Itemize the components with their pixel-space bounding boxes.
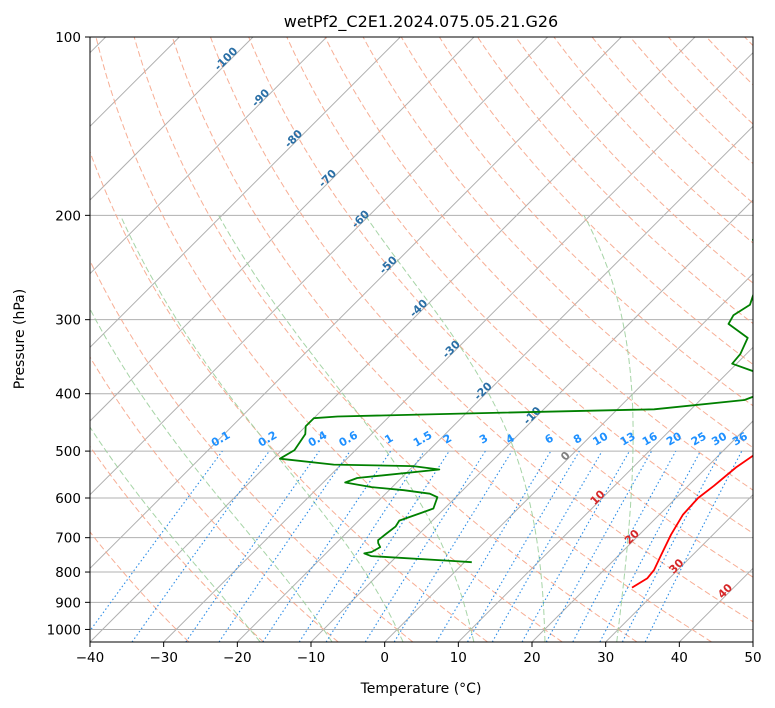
y-tick-label: 1000 [47,622,81,638]
isotherm-line [90,37,254,201]
dry-adiabat [515,37,753,284]
isotherm-lines [90,37,753,642]
y-tick-label: 800 [55,565,81,581]
moist-adiabat [364,215,546,642]
dry-adiabat [591,37,753,204]
y-axis-ticks: 100 200 300 400 500 600 700 800 900 1000 [47,30,90,638]
isotherm-line [90,37,622,570]
y-tick-label: 300 [55,313,81,329]
x-tick-label: 30 [597,650,614,666]
isotherm-line [90,37,401,349]
dry-adiabat [133,37,638,642]
moist-adiabat [119,215,404,642]
isotherm-line [531,420,753,642]
x-tick-label: −30 [149,650,178,666]
dry-adiabat [210,37,753,623]
dry-adiabat [286,37,753,534]
x-axis-label: Temperature (°C) [360,681,482,697]
dry-adiabat [553,37,753,244]
isotherm-line [90,37,328,275]
moist-adiabat [218,215,475,642]
mixing-ratio-line [572,450,677,642]
mixing-ratio-line [521,450,630,642]
moist-adiabat [583,215,634,642]
dry-adiabat [95,37,563,642]
x-tick-label: −20 [223,650,252,666]
isotherm-line [163,51,753,642]
isobar-grid [90,37,753,630]
mixing-ratio-line [467,450,580,642]
dry-adiabat [438,37,753,365]
y-tick-label: 900 [55,595,81,611]
mixing-ratio-line [393,450,513,642]
isotherm-line [605,493,753,642]
dry-adiabat [248,37,753,578]
temperature-profile [631,454,753,589]
x-tick-label: −10 [297,650,326,666]
dry-adiabat [90,356,339,642]
dry-adiabats [90,37,753,642]
mixing-ratio-line [364,450,486,642]
dry-adiabat [90,259,414,642]
sounding-profiles [279,237,753,589]
isotherm-line [90,37,475,422]
plot-area: -100-90-80-70-60-50-40-30-20-10010203040… [90,37,753,642]
dry-adiabat [362,37,753,449]
x-tick-label: 50 [744,650,761,666]
y-tick-label: 400 [55,387,81,403]
chart-title: wetPf2_C2E1.2024.075.05.21.G26 [284,12,558,32]
moist-adiabat [90,426,261,642]
isotherm-line [90,37,549,496]
y-tick-label: 100 [55,30,81,46]
x-tick-label: 0 [380,650,389,666]
x-tick-label: 20 [523,650,540,666]
y-tick-label: 700 [55,531,81,547]
x-tick-label: −40 [76,650,105,666]
x-tick-label: 10 [450,650,467,666]
mixing-ratio-line [435,450,552,642]
dry-adiabat [400,37,753,407]
y-tick-label: 200 [55,208,81,224]
isotherm-line [236,125,753,642]
mixing-ratio-line [325,450,450,642]
dry-adiabat [324,37,753,491]
dry-adiabat [90,150,488,642]
isotherm-line [384,272,753,642]
x-tick-label: 40 [671,650,688,666]
mixing-ratio-line [491,450,603,642]
mixing-ratio-line [545,450,653,642]
dry-adiabat [477,37,753,325]
moist-adiabat [90,308,333,642]
mixing-ratio-line [90,450,223,632]
mixing-ratio-lines [90,450,743,642]
mixing-ratio-line [185,450,320,642]
dry-adiabat [90,531,190,642]
dewpoint-profile [279,237,753,564]
y-tick-label: 600 [55,491,81,507]
mixing-ratio-line [218,450,351,642]
isotherm-line [457,346,753,642]
dry-adiabat [629,37,753,165]
plot-frame [89,36,754,643]
mixing-ratio-line [131,450,270,642]
isotherm-line [90,37,696,642]
moist-adiabats [90,215,634,642]
y-axis-label: Pressure (hPa) [12,289,28,389]
y-tick-label: 500 [55,444,81,460]
x-axis-ticks: −40 −30 −20 −10 0 10 20 30 40 50 [76,642,762,666]
